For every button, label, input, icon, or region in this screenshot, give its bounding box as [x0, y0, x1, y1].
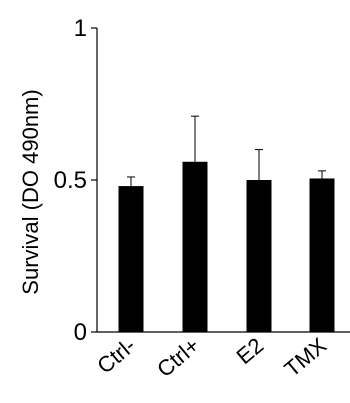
bars-group	[118, 161, 335, 332]
x-tick-label: Ctrl-	[92, 333, 140, 379]
y-tick-label: 0.5	[54, 167, 87, 194]
y-ticks-group: 00.51	[54, 15, 97, 346]
y-axis-label: Survival (DO 490nm)	[18, 89, 43, 294]
x-tick-label: TMX	[280, 332, 332, 381]
bar	[309, 178, 335, 332]
y-tick-label: 0	[74, 319, 87, 346]
x-tick-label: Ctrl+	[152, 333, 204, 382]
bar	[182, 161, 208, 332]
y-tick-label: 1	[74, 15, 87, 42]
error-bars-group	[127, 115, 326, 187]
x-ticks-group: Ctrl-Ctrl+E2TMXTM	[92, 332, 332, 382]
bar	[246, 180, 272, 332]
bar	[118, 186, 144, 332]
x-tick-label: E2	[232, 333, 269, 369]
